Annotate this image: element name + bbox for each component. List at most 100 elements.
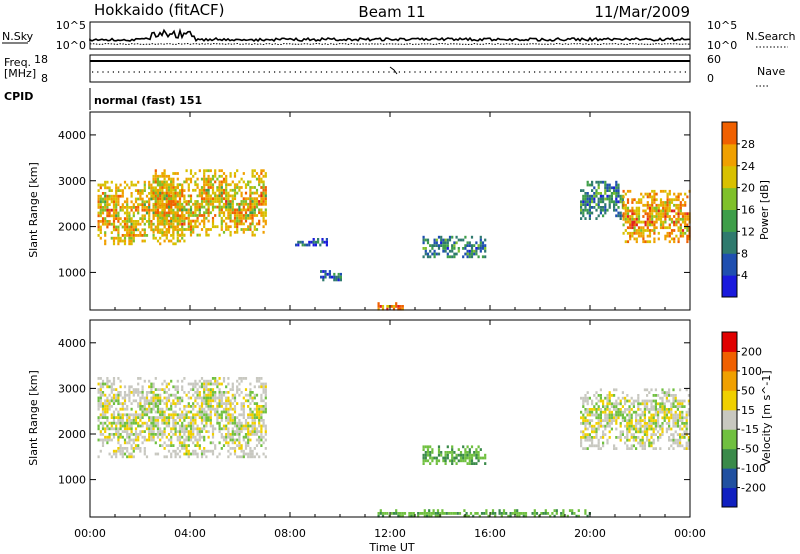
velocity-cell xyxy=(624,402,627,406)
velocity-cell xyxy=(253,447,256,450)
power-cell xyxy=(148,208,151,212)
velocity-cell xyxy=(218,388,221,391)
velocity-cell xyxy=(108,379,111,383)
velocity-cell xyxy=(242,427,245,431)
power-cell xyxy=(222,197,226,201)
velocity-cell xyxy=(260,385,263,389)
radar-title: Hokkaido (fitACF) xyxy=(94,1,225,19)
power-cell xyxy=(185,169,188,173)
power-cell xyxy=(154,214,157,217)
velocity-cell xyxy=(668,419,671,422)
power-cell xyxy=(448,249,452,253)
power-cell xyxy=(675,234,678,238)
power-ytick-label: 1000 xyxy=(58,266,86,279)
velocity-cell xyxy=(582,399,585,403)
power-cell xyxy=(143,180,146,184)
noise-trace xyxy=(89,27,690,46)
velocity-cell xyxy=(582,416,585,420)
velocity-cell xyxy=(582,413,585,417)
power-cell xyxy=(339,275,342,279)
velocity-cell xyxy=(480,512,484,515)
velocity-cell xyxy=(119,407,122,411)
power-cell xyxy=(608,186,611,190)
power-cell xyxy=(170,183,173,187)
velocity-cell xyxy=(435,459,438,463)
power-cell xyxy=(617,200,620,204)
velocity-cell xyxy=(487,514,490,518)
velocity-cell xyxy=(183,444,186,447)
power-cell xyxy=(322,278,325,282)
velocity-cell xyxy=(687,438,690,442)
velocity-cell xyxy=(477,456,480,460)
power-cell xyxy=(264,202,267,206)
velocity-cell xyxy=(253,430,256,433)
power-cell xyxy=(677,192,680,196)
velocity-cell xyxy=(470,456,474,460)
velocity-cell xyxy=(240,391,243,394)
velocity-cell xyxy=(117,421,120,425)
velocity-cell xyxy=(99,388,102,391)
velocity-cell xyxy=(154,441,157,445)
power-cell xyxy=(211,186,215,189)
power-cell xyxy=(264,188,267,192)
velocity-cell xyxy=(117,377,120,380)
power-cell xyxy=(253,200,256,203)
velocity-cell xyxy=(676,399,679,403)
power-cell xyxy=(181,225,184,229)
power-cell xyxy=(174,200,177,203)
velocity-cell xyxy=(110,385,113,389)
power-cell xyxy=(651,223,654,227)
power-cell xyxy=(444,249,447,253)
velocity-cell xyxy=(143,413,146,417)
power-cell xyxy=(681,231,685,235)
power-cell xyxy=(209,202,212,206)
velocity-cell xyxy=(436,512,440,515)
power-cell xyxy=(255,222,259,226)
velocity-cell xyxy=(606,402,609,406)
velocity-cell xyxy=(148,407,151,411)
power-cell xyxy=(170,202,173,206)
power-cell xyxy=(176,214,179,217)
velocity-cell xyxy=(591,399,594,403)
velocity-cell xyxy=(99,382,102,386)
velocity-cell xyxy=(260,393,263,397)
velocity-cell xyxy=(211,393,215,397)
velocity-cell xyxy=(422,453,425,457)
velocity-cell xyxy=(110,455,113,459)
velocity-cell xyxy=(663,408,666,411)
velocity-cell xyxy=(580,416,583,420)
velocity-cell xyxy=(150,407,153,411)
velocity-cell xyxy=(229,413,232,417)
power-cell xyxy=(216,197,219,201)
power-cell xyxy=(328,275,331,279)
velocity-cell xyxy=(172,421,175,425)
power-cell xyxy=(258,180,261,184)
velocity-cell xyxy=(130,407,133,411)
nave-dip xyxy=(389,66,398,75)
velocity-ytick-label: 1000 xyxy=(58,474,86,487)
power-cell xyxy=(108,214,111,218)
velocity-cell xyxy=(128,424,131,428)
power-cell xyxy=(588,200,591,204)
velocity-cell xyxy=(128,413,131,417)
velocity-cell xyxy=(262,452,265,456)
velocity-cell xyxy=(446,456,449,460)
velocity-cell xyxy=(222,407,226,411)
velocity-cell xyxy=(258,407,261,411)
velocity-cell xyxy=(117,433,120,436)
power-cell xyxy=(321,238,324,241)
power-cell xyxy=(220,205,223,209)
velocity-cell xyxy=(159,438,162,442)
velocity-cell xyxy=(236,438,239,442)
velocity-cell xyxy=(429,445,432,449)
power-cell xyxy=(222,188,226,192)
velocity-cell xyxy=(643,413,646,417)
velocity-cell xyxy=(441,509,444,512)
power-cell xyxy=(617,186,620,190)
velocity-cell xyxy=(112,410,116,414)
velocity-cell xyxy=(639,416,642,420)
power-cell xyxy=(435,244,438,247)
velocity-cell xyxy=(112,377,116,380)
velocity-cell xyxy=(408,512,411,515)
velocity-cell xyxy=(661,433,664,436)
